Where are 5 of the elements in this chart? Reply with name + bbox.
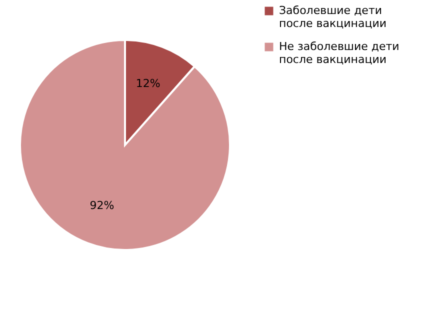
legend-label: Не заболевшие дети после вакцинации — [279, 40, 400, 66]
data-label: 12% — [136, 77, 160, 90]
data-label: 92% — [90, 198, 114, 212]
legend-label: Заболевшие дети после вакцинации — [279, 4, 386, 30]
pie-slice — [19, 39, 231, 251]
